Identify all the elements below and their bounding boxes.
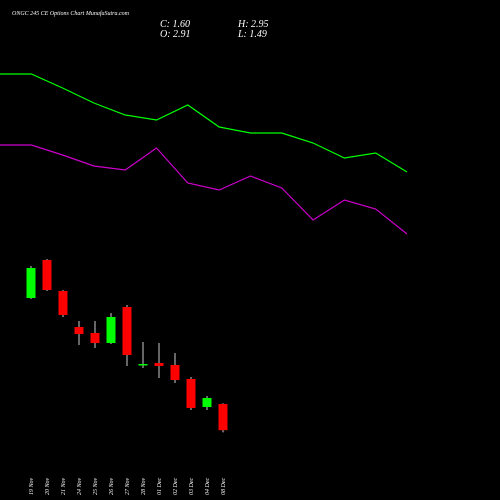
- chart-title: ONGC 245 CE Options Chart MunafaSutra.co…: [12, 10, 130, 17]
- close-label: C: 1.60: [160, 19, 190, 30]
- candle-body: [74, 327, 84, 334]
- x-tick-label: 27 Nov: [125, 477, 131, 495]
- x-tick-label: 21 Nov: [61, 477, 67, 495]
- candle-body: [122, 307, 132, 355]
- x-tick-label: 03 Dec: [189, 478, 195, 495]
- candle-body: [90, 333, 100, 343]
- candle-body: [218, 404, 228, 431]
- candle-body: [42, 260, 52, 290]
- x-tick-label: 08 Dec: [221, 478, 227, 495]
- x-tick-label: 28 Nov: [141, 477, 147, 495]
- candle-body: [138, 364, 148, 366]
- candle-body: [202, 398, 212, 407]
- x-tick-label: 19 Nov: [29, 477, 35, 495]
- indicator-line: [0, 73, 408, 173]
- open-label: O: 2.91: [160, 29, 191, 40]
- x-tick-label: 20 Nov: [45, 477, 51, 495]
- candle-body: [26, 268, 36, 298]
- high-label: H: 2.95: [237, 19, 269, 30]
- x-tick-label: 04 Dec: [204, 478, 211, 495]
- indicator-line: [0, 144, 408, 235]
- x-tick-label: 02 Dec: [173, 478, 179, 495]
- candle-body: [106, 317, 116, 343]
- candle-body: [154, 363, 164, 366]
- x-tick-label: 26 Nov: [109, 477, 115, 495]
- x-tick-label: 25 Nov: [93, 477, 99, 495]
- candle-body: [170, 365, 180, 380]
- x-tick-label: 01 Dec: [157, 478, 163, 495]
- candle-body: [186, 379, 196, 408]
- x-tick-label: 24 Nov: [76, 477, 83, 495]
- candle-body: [58, 291, 68, 315]
- low-label: L: 1.49: [237, 29, 267, 40]
